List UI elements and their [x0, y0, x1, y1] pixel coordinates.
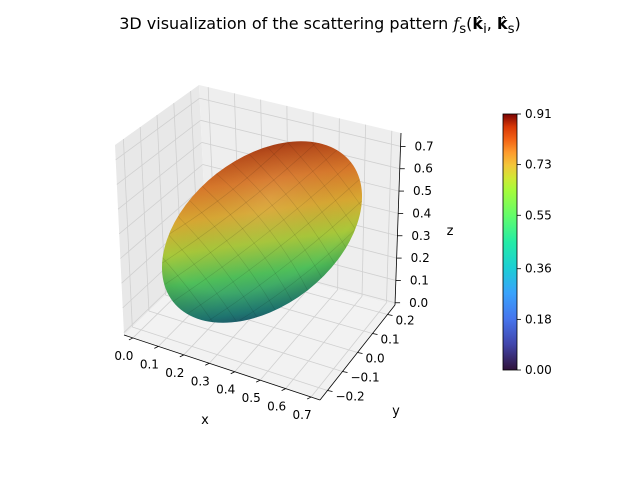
x-tick — [231, 372, 235, 374]
title-k-i: k — [472, 14, 483, 33]
title-k-s-sub: s — [508, 22, 515, 37]
x-tick — [256, 380, 260, 382]
y-tick-label: 0.2 — [396, 314, 415, 328]
z-tick-label: 0.6 — [414, 162, 433, 176]
colorbar-gradient — [503, 114, 517, 370]
colorbar-tick-label: 0.91 — [525, 107, 552, 121]
x-tick-label: 0.3 — [191, 374, 210, 388]
title-k-s: k — [497, 14, 508, 33]
z-tick-label: 0.1 — [410, 273, 429, 287]
z-axis: 0.0 0.1 0.2 0.3 0.4 0.5 0.6 0.7 — [395, 133, 434, 310]
y-tick — [358, 353, 363, 354]
x-tick — [180, 355, 184, 357]
y-tick — [328, 391, 333, 392]
x-tick-label: 0.0 — [114, 349, 133, 363]
y-axis-label: y — [392, 404, 400, 419]
y-tick-label: −0.2 — [336, 390, 365, 404]
colorbar-tick-label: 0.55 — [525, 208, 552, 222]
chart-title-text: 3D visualization of the scattering patte… — [119, 14, 448, 33]
x-tick — [205, 363, 209, 365]
z-tick-label: 0.0 — [409, 296, 428, 310]
x-tick — [307, 397, 311, 399]
x-tick-label: 0.5 — [242, 391, 261, 405]
colorbar-tick-label: 0.00 — [525, 363, 552, 377]
y-tick-label: −0.1 — [351, 371, 380, 385]
x-axis-label: x — [201, 413, 209, 428]
title-f-sub: s — [459, 22, 466, 37]
colorbar-tick-label: 0.18 — [525, 312, 552, 326]
y-tick-label: 0.0 — [366, 352, 385, 366]
z-tick-label: 0.5 — [413, 184, 432, 198]
colorbar: 0.00 0.18 0.36 0.55 0.73 0.91 — [503, 107, 552, 377]
y-tick — [388, 315, 393, 316]
x-tick — [282, 389, 286, 391]
colorbar-tick-label: 0.36 — [525, 262, 552, 276]
title-k-i-sub: i — [483, 22, 487, 37]
colorbar-tick-label: 0.73 — [525, 158, 552, 172]
chart-title: 3D visualization of the scattering patte… — [0, 14, 640, 37]
z-tick-label: 0.2 — [411, 251, 430, 265]
z-tick-label: 0.4 — [412, 206, 431, 220]
x-tick — [154, 346, 158, 348]
y-tick-label: 0.1 — [381, 333, 400, 347]
x-tick-label: 0.7 — [293, 408, 312, 422]
z-tick-label: 0.7 — [415, 139, 434, 153]
y-tick — [343, 372, 348, 373]
y-tick — [373, 334, 378, 335]
x-tick-label: 0.2 — [165, 366, 184, 380]
x-tick-label: 0.1 — [140, 357, 159, 371]
x-tick — [129, 338, 133, 340]
z-tick-label: 0.3 — [411, 229, 430, 243]
x-tick-label: 0.4 — [216, 383, 235, 397]
x-tick-label: 0.6 — [267, 400, 286, 414]
z-axis-label: z — [447, 224, 454, 239]
colorbar-ticks: 0.00 0.18 0.36 0.55 0.73 0.91 — [517, 107, 552, 377]
